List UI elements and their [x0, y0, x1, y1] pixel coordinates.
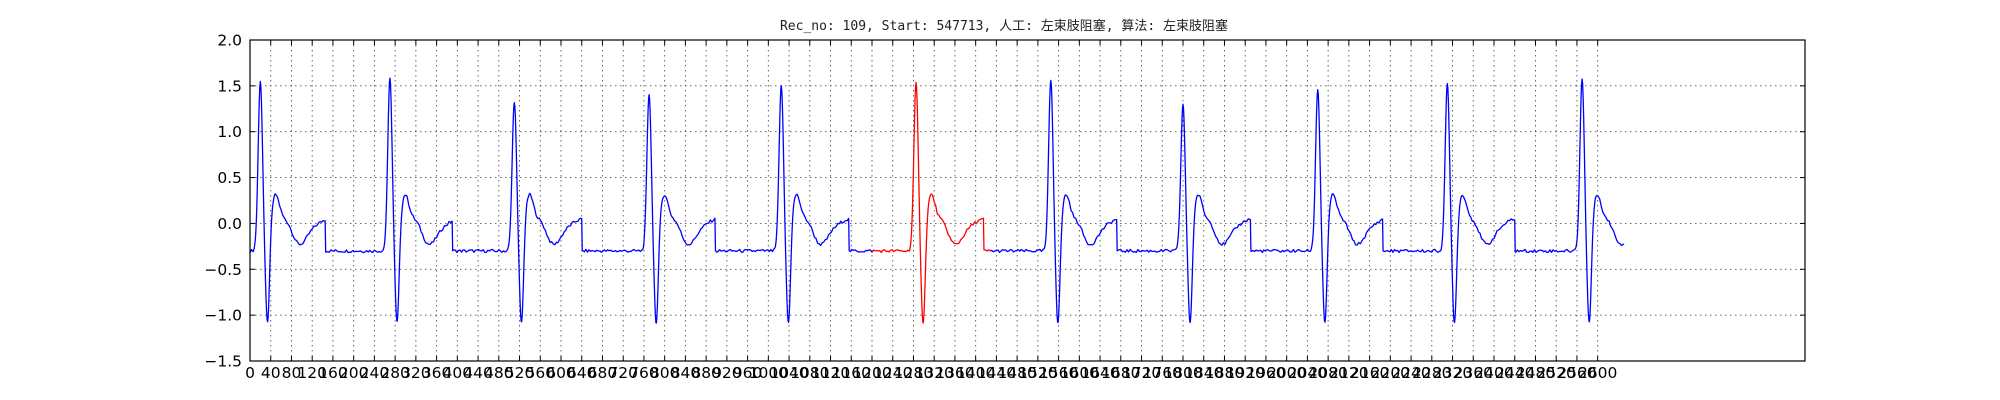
x-tick-label: 1680 [1101, 364, 1140, 382]
x-tick-label: 1080 [790, 364, 829, 382]
x-tick-label: 320 [401, 364, 431, 382]
y-tick-label: 1.5 [217, 77, 242, 95]
x-tick-label: 1720 [1122, 364, 1161, 382]
x-tick-label: 2000 [1267, 364, 1306, 382]
plot-frame [249, 39, 1806, 362]
x-tick-label: 1880 [1205, 364, 1244, 382]
x-tick-label: 1200 [852, 364, 891, 382]
x-tick-label: 760 [629, 364, 659, 382]
x-tick-label: 1320 [914, 364, 953, 382]
x-tick-label: 2320 [1433, 364, 1472, 382]
x-tick-label: 1040 [769, 364, 808, 382]
ecg-series-line [990, 78, 1625, 324]
x-tick-label: 1360 [935, 364, 974, 382]
x-tick-label: 2360 [1454, 364, 1493, 382]
ecg-traces [249, 77, 1625, 324]
x-tick-label: 2520 [1536, 364, 1575, 382]
x-tick-label: 1640 [1080, 364, 1119, 382]
x-tick-label: 720 [608, 364, 638, 382]
x-tick-label: 1280 [894, 364, 933, 382]
x-tick-label: 960 [733, 364, 763, 382]
y-tick-label: −1.5 [204, 353, 242, 371]
x-tick-label: 1120 [811, 364, 850, 382]
x-tick-label: 1400 [956, 364, 995, 382]
x-tick-label: 0 [245, 364, 255, 382]
x-tick-label: 1960 [1246, 364, 1285, 382]
x-tick-label: 1440 [977, 364, 1016, 382]
x-tick-label: 1480 [997, 364, 1036, 382]
x-tick-label: 920 [712, 364, 742, 382]
x-tick-label: 560 [525, 364, 555, 382]
x-tick-label: 520 [505, 364, 535, 382]
x-tick-label: 280 [380, 364, 410, 382]
x-tick-label: 2080 [1308, 364, 1347, 382]
x-tick-label: 480 [484, 364, 514, 382]
x-tick-label: 400 [443, 364, 473, 382]
x-tick-label: 680 [588, 364, 618, 382]
x-tick-label: 40 [261, 364, 281, 382]
x-axis: 0 40 8012016020024028032036040044048052056… [245, 40, 1617, 382]
x-tick-label: 2160 [1350, 364, 1389, 382]
x-tick-label: 840 [671, 364, 701, 382]
x-tick-label: 160 [318, 364, 348, 382]
ecg-series-line [249, 77, 873, 324]
x-tick-label: 1160 [832, 364, 871, 382]
x-tick-label: 1240 [873, 364, 912, 382]
x-tick-label: 2480 [1516, 364, 1555, 382]
x-tick-label: 2560 [1557, 364, 1596, 382]
x-tick-label: 2600 [1578, 364, 1617, 382]
y-tick-label: −1.0 [204, 307, 242, 325]
x-tick-label: 800 [650, 364, 680, 382]
x-tick-label: 240 [360, 364, 390, 382]
x-tick-label: 2120 [1329, 364, 1368, 382]
x-tick-label: 1000 [749, 364, 788, 382]
x-tick-label: 1600 [1060, 364, 1099, 382]
x-tick-label: 360 [422, 364, 452, 382]
x-tick-label: 1520 [1018, 364, 1057, 382]
x-tick-label: 80 [282, 364, 302, 382]
x-tick-label: 880 [691, 364, 721, 382]
chart-title: Rec_no: 109, Start: 547713, 人工: 左束肢阻塞, 算… [780, 18, 1228, 34]
y-tick-label: 1.0 [217, 123, 242, 141]
y-axis: −1.5 −1.0 −0.5 0.0 0.5 1.0 1.5 2.0 [204, 32, 1805, 371]
x-tick-label: 1760 [1143, 364, 1182, 382]
x-tick-label: 2240 [1391, 364, 1430, 382]
x-tick-label: 2040 [1288, 364, 1327, 382]
x-tick-label: 640 [567, 364, 597, 382]
x-tick-label: 1800 [1163, 364, 1202, 382]
y-tick-label: 2.0 [217, 32, 242, 50]
y-tick-label: 0.5 [217, 169, 242, 187]
x-tick-label: 1560 [1039, 364, 1078, 382]
y-tick-label: −0.5 [204, 261, 242, 279]
ecg-series-line [871, 81, 992, 324]
x-tick-label: 600 [546, 364, 576, 382]
x-tick-label: 2400 [1474, 364, 1513, 382]
x-tick-label: 120 [297, 364, 327, 382]
x-tick-label: 2200 [1371, 364, 1410, 382]
x-tick-label: 200 [339, 364, 369, 382]
y-tick-label: 0.0 [217, 215, 242, 233]
x-tick-label: 2280 [1412, 364, 1451, 382]
x-tick-label: 1840 [1184, 364, 1223, 382]
grid-lines [250, 40, 1805, 361]
x-tick-label: 1920 [1225, 364, 1264, 382]
x-tick-label: 2440 [1495, 364, 1534, 382]
x-tick-label: 440 [463, 364, 493, 382]
